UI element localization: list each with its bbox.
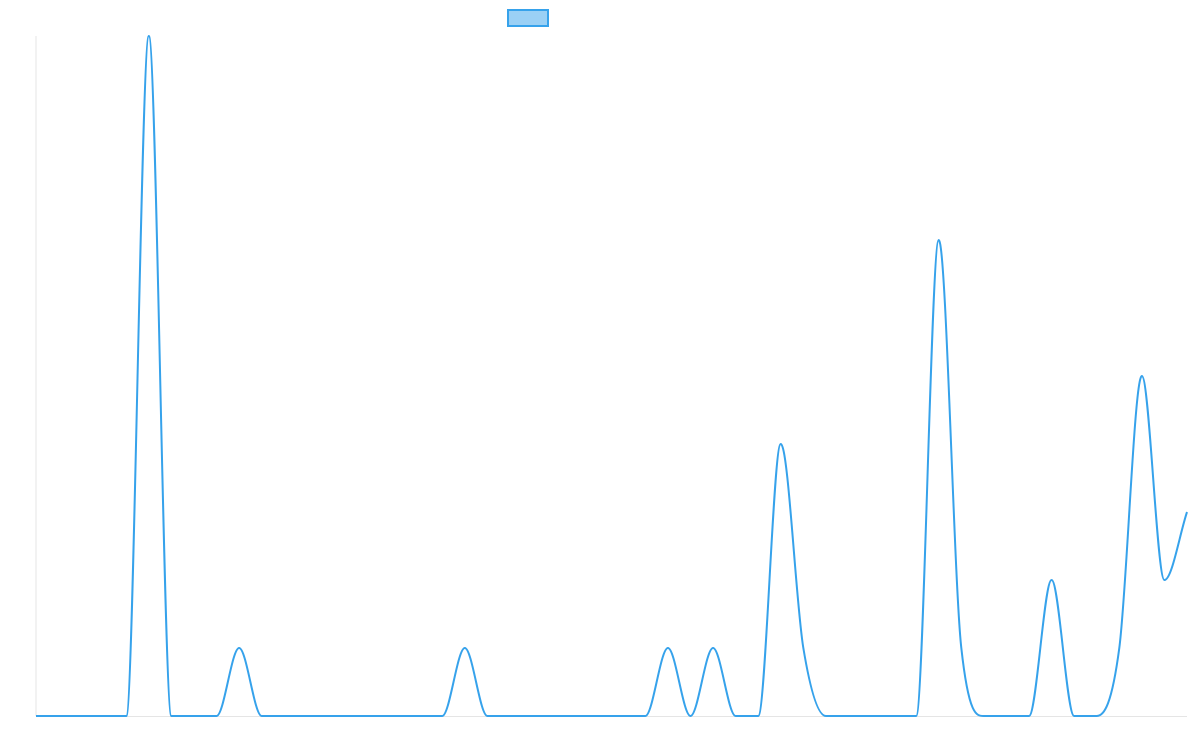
line: [36, 34, 1188, 718]
legend-swatch: [507, 9, 549, 27]
